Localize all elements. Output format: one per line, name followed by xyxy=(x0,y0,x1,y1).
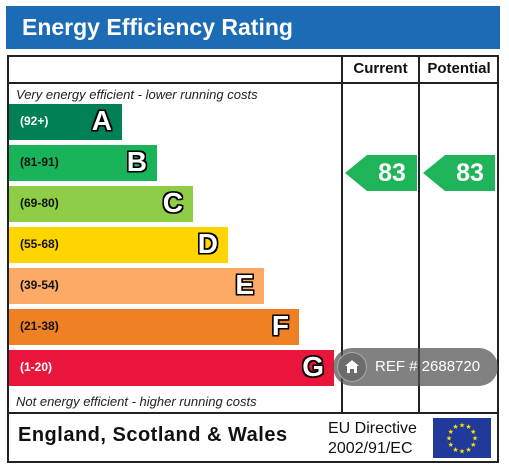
eu-flag-icon: ★ ★ ★ ★ ★ ★ ★ ★ ★ ★ ★ ★ xyxy=(433,418,491,458)
band-g: (1-20) G xyxy=(9,350,334,386)
band-range: (1-20) xyxy=(20,360,53,374)
band-a: (92+) A xyxy=(9,104,122,140)
reference-number: REF # 2688720 xyxy=(375,358,481,375)
efficient-note: Very energy efficient - lower running co… xyxy=(16,87,258,102)
eu-directive-line2: 2002/91/EC xyxy=(328,440,413,457)
band-letter: G xyxy=(302,351,324,382)
header-row-divider xyxy=(7,82,499,84)
page-title: Energy Efficiency Rating xyxy=(22,14,293,40)
inefficient-note: Not energy efficient - higher running co… xyxy=(16,394,257,409)
band-letter: F xyxy=(271,310,289,341)
band-range: (55-68) xyxy=(20,237,59,251)
column-header-potential: Potential xyxy=(427,60,491,77)
band-range: (39-54) xyxy=(20,278,59,292)
eu-star: ★ xyxy=(452,423,458,431)
eu-star: ★ xyxy=(452,446,458,454)
band-range: (81-91) xyxy=(20,155,59,169)
band-e: (39-54) E xyxy=(9,268,264,304)
eu-star: ★ xyxy=(448,428,454,436)
footer-divider xyxy=(7,412,499,414)
potential-rating-value: 83 xyxy=(456,159,484,187)
band-f: (21-38) F xyxy=(9,309,299,345)
eu-star: ★ xyxy=(465,423,471,431)
band-letter: A xyxy=(91,105,112,136)
home-icon xyxy=(337,352,367,382)
band-letter: D xyxy=(197,228,218,259)
band-range: (21-38) xyxy=(20,319,59,333)
band-letter: C xyxy=(162,187,183,218)
eu-star: ★ xyxy=(465,446,471,454)
eu-directive-line1: EU Directive xyxy=(328,420,417,437)
header-bar: Energy Efficiency Rating xyxy=(6,6,500,49)
eu-directive: EU Directive 2002/91/EC xyxy=(328,419,417,459)
column-divider-current xyxy=(341,55,343,414)
column-header-current: Current xyxy=(353,60,408,77)
reference-badge: REF # 2688720 xyxy=(333,348,498,386)
eu-star: ★ xyxy=(459,422,465,430)
band-c: (69-80) C xyxy=(9,186,193,222)
column-divider-potential xyxy=(418,55,420,414)
band-b: (81-91) B xyxy=(9,145,157,181)
eu-star: ★ xyxy=(470,428,476,436)
rating-table xyxy=(7,55,499,463)
band-range: (69-80) xyxy=(20,196,59,210)
country-label: England, Scotland & Wales xyxy=(18,424,288,446)
current-rating-value: 83 xyxy=(378,159,406,187)
band-d: (55-68) D xyxy=(9,227,228,263)
eu-star: ★ xyxy=(470,441,476,449)
eu-star: ★ xyxy=(446,435,452,443)
eu-star: ★ xyxy=(448,441,454,449)
band-letter: B xyxy=(126,146,147,177)
eu-star: ★ xyxy=(472,435,478,443)
band-letter: E xyxy=(235,269,254,300)
eu-star: ★ xyxy=(459,448,465,456)
band-range: (92+) xyxy=(20,114,49,128)
